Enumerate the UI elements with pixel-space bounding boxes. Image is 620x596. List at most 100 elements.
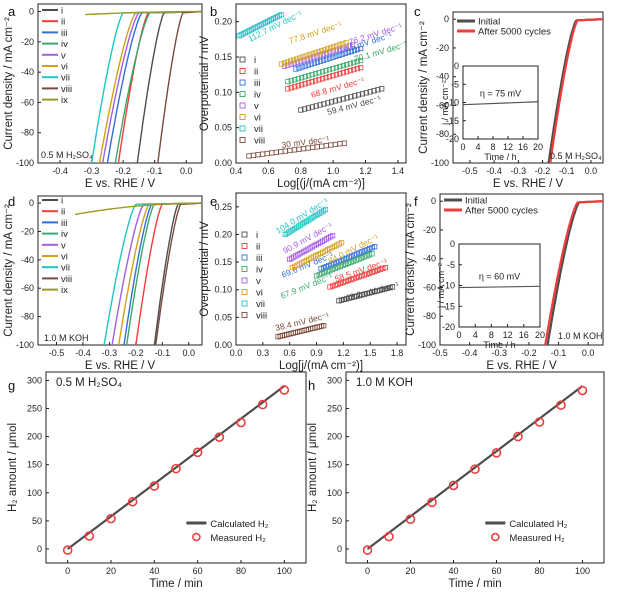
electrolyte-annotation: 0.5 M H₂SO₄ xyxy=(550,151,602,161)
series-line-vi xyxy=(118,202,202,345)
y-tick-label: 0 xyxy=(450,239,455,249)
x-tick-label: 0 xyxy=(65,566,70,576)
y-tick-label: 0.00 xyxy=(214,340,232,350)
data-point xyxy=(377,266,383,273)
x-tick-label: 16 xyxy=(518,142,528,152)
data-point xyxy=(372,268,378,274)
y-axis-label: Current density / mA cm⁻² xyxy=(418,21,430,154)
inset-line xyxy=(462,101,539,106)
legend-label: v xyxy=(256,276,261,287)
data-point xyxy=(299,64,305,70)
legend-label: viii xyxy=(256,311,267,322)
data-point xyxy=(358,255,365,261)
data-point xyxy=(259,151,266,157)
x-tick-label: 80 xyxy=(236,566,246,576)
data-point xyxy=(314,59,321,65)
y-tick-label: 0 xyxy=(431,196,436,206)
data-point xyxy=(318,48,325,54)
data-point xyxy=(354,58,360,65)
data-point xyxy=(354,46,361,53)
data-point xyxy=(337,141,343,147)
data-point xyxy=(332,265,338,272)
data-point xyxy=(315,49,321,55)
y-tick-label: -60 xyxy=(21,97,34,107)
plot-frame xyxy=(37,3,203,164)
legend-label: vi xyxy=(254,113,261,124)
x-axis-label: Time / min xyxy=(448,578,501,590)
x-tick-label: 0.0 xyxy=(230,348,243,358)
y-tick-label: -100 xyxy=(418,340,436,350)
y-tick-label: 300 xyxy=(27,375,42,385)
data-point xyxy=(317,102,323,108)
x-tick-label: -0.3 xyxy=(492,348,508,358)
y-tick-label: 0.20 xyxy=(214,17,232,27)
legend-label: v xyxy=(254,101,259,112)
legend-label: vi xyxy=(61,252,68,263)
measured-point xyxy=(491,448,502,458)
legend-marker xyxy=(239,114,246,120)
legend-label: vii xyxy=(254,124,263,135)
data-point xyxy=(324,46,331,52)
y-axis-label: Overpotential / mV xyxy=(199,221,211,317)
plot-area xyxy=(74,202,202,345)
data-point xyxy=(273,149,279,155)
y-tick-label: 150 xyxy=(27,460,42,470)
legend-label: iv xyxy=(61,39,68,50)
data-point xyxy=(333,72,339,78)
plot-area xyxy=(547,18,603,163)
x-tick-label: 0 xyxy=(365,566,370,576)
series-line-ix xyxy=(74,202,202,216)
y-tick-label: -80 xyxy=(423,311,436,321)
data-point xyxy=(345,277,352,284)
data-point xyxy=(313,273,320,279)
legend-label: Measured H₂ xyxy=(210,533,266,544)
data-point xyxy=(337,263,343,270)
data-point xyxy=(311,60,318,66)
y-tick-label: -80 xyxy=(21,128,34,138)
slope-label: 77.8 mV dec⁻¹ xyxy=(288,19,344,46)
calculated-line xyxy=(366,385,584,550)
data-point xyxy=(339,51,345,57)
data-point xyxy=(329,283,336,289)
x-tick-label: 4 xyxy=(475,142,480,152)
plot-frame xyxy=(37,195,203,346)
data-point xyxy=(345,260,351,266)
y-tick-label: -100 xyxy=(16,340,34,350)
y-tick-label: -40 xyxy=(21,255,34,265)
x-tick-label: 40 xyxy=(448,566,458,576)
data-point xyxy=(341,140,348,146)
series-line-After-5000-cycles xyxy=(549,18,603,163)
series-line-ix xyxy=(85,10,202,16)
panel-letter-h: h xyxy=(308,378,315,393)
x-tick-label: 0.0 xyxy=(582,348,595,358)
series-line-viii xyxy=(155,202,202,345)
data-point xyxy=(305,105,312,111)
measured-point xyxy=(470,464,480,474)
data-point xyxy=(361,272,367,278)
y-tick-label: 0 xyxy=(337,544,342,554)
x-tick-label: 0 xyxy=(460,142,465,152)
data-point xyxy=(358,65,364,71)
data-point xyxy=(375,87,381,93)
data-point xyxy=(353,257,359,263)
legend-label: iii xyxy=(61,28,67,39)
plot-frame xyxy=(235,3,407,164)
y-tick-label: 200 xyxy=(327,432,342,442)
y-tick-label: 0.05 xyxy=(214,123,232,133)
data-point xyxy=(331,44,337,50)
data-point xyxy=(297,55,303,61)
inset-f: 0 4 8 12 16 20 0 -5 -10 -15 -20 Time / h j / mA cm⁻²… xyxy=(436,239,545,350)
data-point xyxy=(306,80,312,86)
y-tick-label: 100 xyxy=(327,488,342,498)
y-tick-label: -40 xyxy=(423,254,436,264)
data-point xyxy=(332,141,338,148)
series-line-After-5000-cycles xyxy=(544,200,603,345)
data-point xyxy=(351,67,357,73)
legend-label: ii xyxy=(61,207,65,218)
y-tick-label: 100 xyxy=(27,488,42,498)
y-tick-label: -20 xyxy=(423,225,436,235)
series-line-vi xyxy=(98,10,202,163)
legend-marker xyxy=(241,266,248,272)
x-tick-label: 1.5 xyxy=(364,348,377,358)
panel-e: 0.0 0.3 0.6 0.9 1.2 1.5 1.8 0.00 0.05 0.10 0.15 0.2… xyxy=(199,192,407,372)
